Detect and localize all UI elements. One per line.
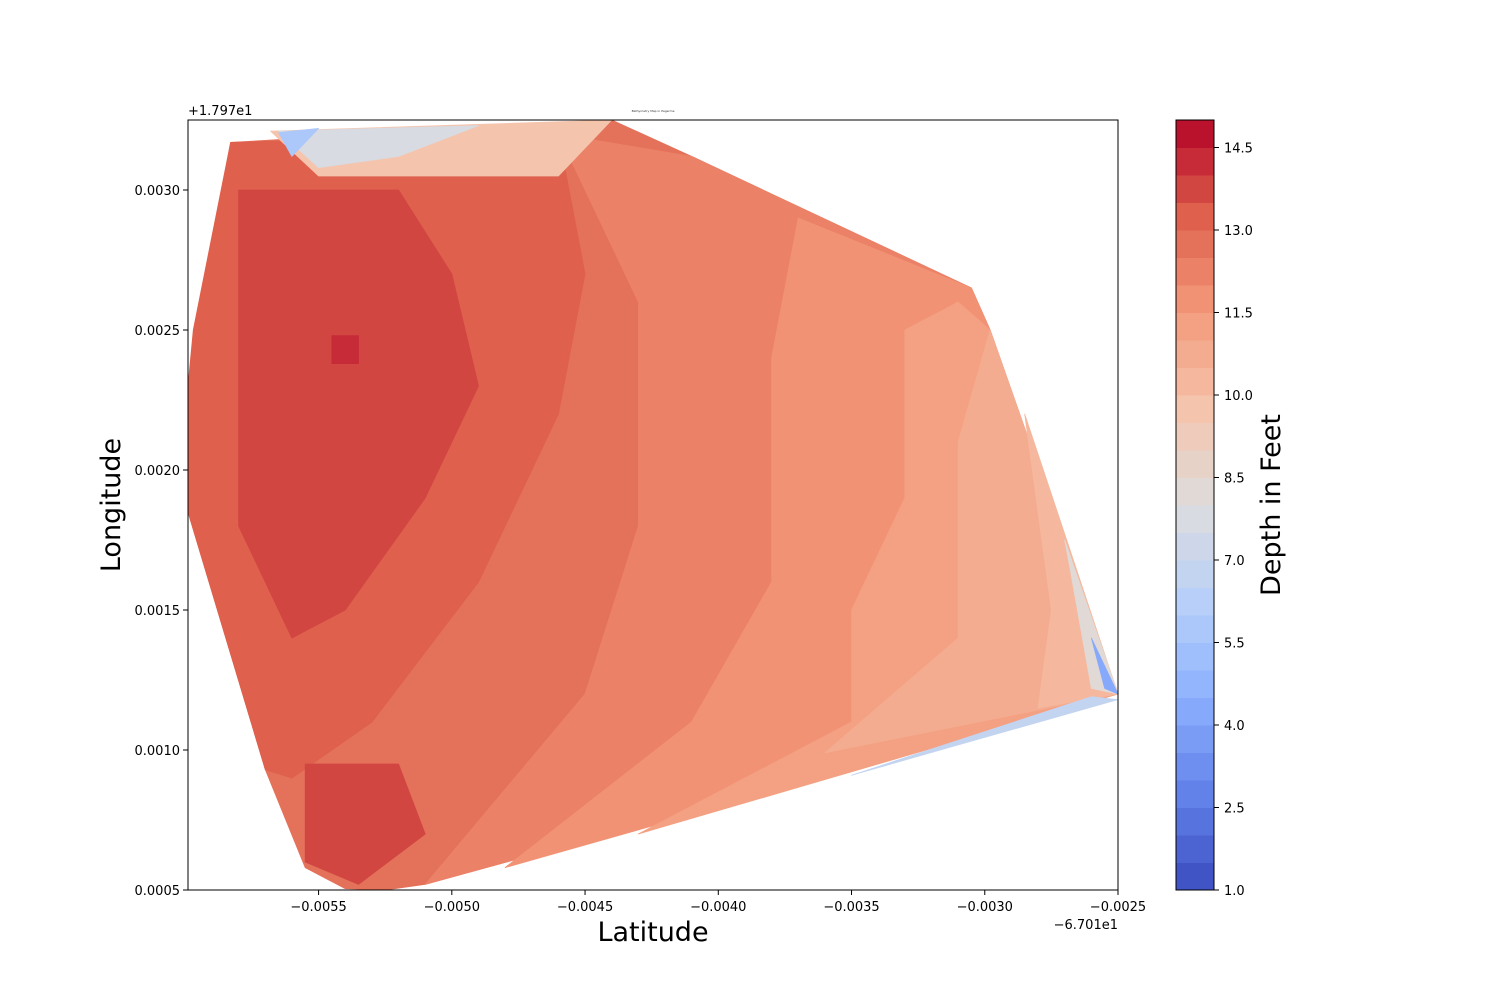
- depth-region-9: [331, 335, 359, 365]
- colorbar-segment: [1176, 505, 1214, 533]
- colorbar-tick-label: 13.0: [1224, 224, 1253, 239]
- colorbar: [1176, 120, 1214, 891]
- colorbar-segment: [1176, 395, 1214, 423]
- y-tick-label: 0.0005: [135, 884, 181, 899]
- x-tick-label: −0.0035: [823, 900, 879, 915]
- depth-region-12: [278, 127, 320, 157]
- x-tick-label: −0.0025: [1090, 900, 1146, 915]
- colorbar-segment: [1176, 642, 1214, 671]
- x-offset-label: −6.701e1: [1054, 918, 1118, 933]
- colorbar-tick-label: 10.0: [1224, 389, 1253, 404]
- colorbar-segment: [1176, 670, 1214, 698]
- y-tick-label: 0.0030: [135, 184, 181, 199]
- depth-region-11: [278, 125, 479, 169]
- y-offset-label: +1.797e1: [188, 104, 252, 119]
- depth-region-7: [238, 189, 479, 639]
- colorbar-segment: [1176, 312, 1214, 341]
- colorbar-segment: [1176, 175, 1214, 203]
- colorbar-segment: [1176, 780, 1214, 808]
- y-tick-label: 0.0015: [135, 604, 181, 619]
- depth-region-15: [851, 696, 1118, 776]
- contour-fill-layer: [188, 120, 1118, 890]
- x-axis-ticks: −0.0055 −0.0050 −0.0045 −0.0040 −0.0035 −0.00…: [290, 890, 1146, 915]
- y-tick-label: 0.0020: [135, 464, 181, 479]
- depth-region-8: [304, 763, 426, 885]
- x-tick-label: −0.0055: [290, 900, 346, 915]
- x-tick-label: −0.0030: [957, 900, 1013, 915]
- x-tick-label: −0.0050: [424, 900, 480, 915]
- colorbar-segment: [1176, 285, 1214, 313]
- colorbar-tick-label: 1.0: [1224, 884, 1245, 899]
- x-axis-label: Latitude: [597, 917, 708, 948]
- colorbar-ticks: 1.0 2.5 4.0 5.5 7.0 8.5 10.0 11.5 13.0 14.5: [1214, 142, 1253, 899]
- colorbar-tick-label: 11.5: [1224, 307, 1253, 322]
- y-tick-label: 0.0010: [135, 744, 181, 759]
- colorbar-segment: [1176, 532, 1214, 561]
- colorbar-tick-label: 4.0: [1224, 719, 1245, 734]
- x-tick-label: −0.0040: [690, 900, 746, 915]
- colorbar-tick-label: 7.0: [1224, 554, 1245, 569]
- colorbar-label: Depth in Feet: [1256, 414, 1287, 596]
- colorbar-segment: [1176, 120, 1214, 148]
- colorbar-segment: [1176, 697, 1214, 726]
- colorbar-segment: [1176, 807, 1214, 836]
- colorbar-segment: [1176, 202, 1214, 231]
- colorbar-segment: [1176, 587, 1214, 616]
- y-axis-ticks: 0.0005 0.0010 0.0015 0.0020 0.0025 0.0030: [135, 184, 188, 899]
- colorbar-tick-label: 5.5: [1224, 637, 1245, 652]
- colorbar-segment: [1176, 862, 1214, 891]
- depth-region-14: [1091, 637, 1118, 695]
- y-axis-label: Longitude: [96, 438, 127, 572]
- colorbar-segment: [1176, 725, 1214, 753]
- colorbar-segment: [1176, 615, 1214, 643]
- colorbar-segment: [1176, 422, 1214, 451]
- colorbar-segment: [1176, 477, 1214, 506]
- chart-title: Bathymetry Map in Pagerma: [632, 109, 675, 113]
- colorbar-segment: [1176, 230, 1214, 258]
- colorbar-segment: [1176, 147, 1214, 176]
- colorbar-tick-label: 2.5: [1224, 802, 1245, 817]
- colorbar-segment: [1176, 835, 1214, 863]
- colorbar-segment: [1176, 560, 1214, 588]
- y-tick-label: 0.0025: [135, 324, 181, 339]
- colorbar-segment: [1176, 340, 1214, 368]
- colorbar-frame: [1175, 119, 1215, 891]
- colorbar-tick-label: 8.5: [1224, 472, 1245, 487]
- depth-region-13: [1064, 539, 1118, 695]
- plot-frame: [187, 119, 1119, 891]
- colorbar-segment: [1176, 367, 1214, 396]
- x-tick-label: −0.0045: [557, 900, 613, 915]
- colorbar-segment: [1176, 257, 1214, 286]
- colorbar-segment: [1176, 752, 1214, 781]
- colorbar-segment: [1176, 450, 1214, 478]
- colorbar-tick-label: 14.5: [1224, 142, 1253, 157]
